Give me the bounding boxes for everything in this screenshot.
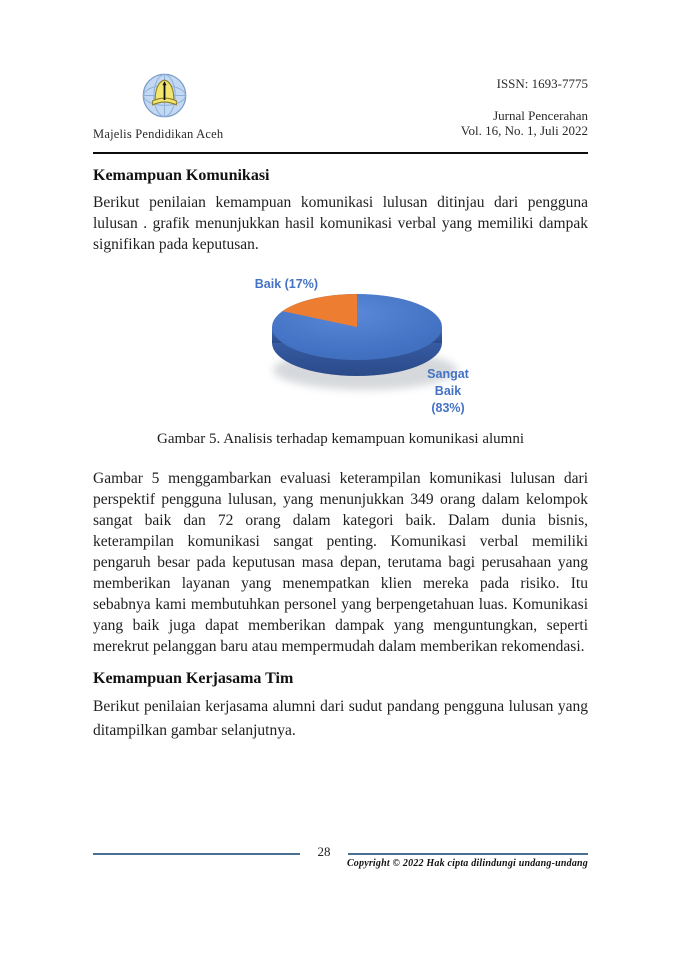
figure-pie-chart: Baik (17%) Sangat Baik (83%) — [93, 272, 588, 422]
volume-info: Vol. 16, No. 1, Juli 2022 — [460, 123, 588, 138]
pie-chart — [272, 294, 457, 390]
journal-info-block: ISSN: 1693-7775 Jurnal Pencerahan Vol. 1… — [461, 73, 588, 152]
paragraph-intro: Berikut penilaian kemampuan komunikasi l… — [93, 194, 588, 253]
publisher-block: Majelis Pendidikan Aceh — [93, 73, 343, 152]
page-header: Majelis Pendidikan Aceh ISSN: 1693-7775 … — [93, 73, 588, 152]
page-number: 28 — [317, 844, 331, 859]
section-heading-komunikasi: Kemampuan Komunikasi — [93, 167, 270, 184]
footer-rule-left — [93, 853, 300, 855]
header-rule — [93, 152, 588, 154]
paragraph-kerjasama: Berikut penilaian kerjasama alumni dari … — [93, 698, 588, 739]
copyright-notice: Copyright © 2022 Hak cipta dilindungi un… — [346, 858, 588, 869]
journal-name: Jurnal Pencerahan — [493, 108, 588, 123]
pie-label-baik: Baik (17%) — [254, 277, 318, 291]
majelis-pendidikan-aceh-logo-icon — [142, 73, 187, 118]
pie-slice-baik — [282, 294, 357, 327]
publisher-name: Majelis Pendidikan Aceh — [93, 127, 224, 141]
issn-text: ISSN: 1693-7775 — [496, 76, 588, 91]
section-heading-kerjasama: Kemampuan Kerjasama Tim — [93, 670, 294, 687]
page-footer: 28 Copyright © 2022 Hak cipta dilindungi… — [93, 844, 588, 886]
paragraph-discussion: Gambar 5 menggambarkan evaluasi keteramp… — [93, 470, 588, 655]
pie-label-sangat-baik: Sangat Baik (83%) — [427, 367, 469, 415]
figure-caption: Gambar 5. Analisis terhadap kemampuan ko… — [156, 431, 524, 447]
footer-rule-right — [348, 853, 588, 855]
